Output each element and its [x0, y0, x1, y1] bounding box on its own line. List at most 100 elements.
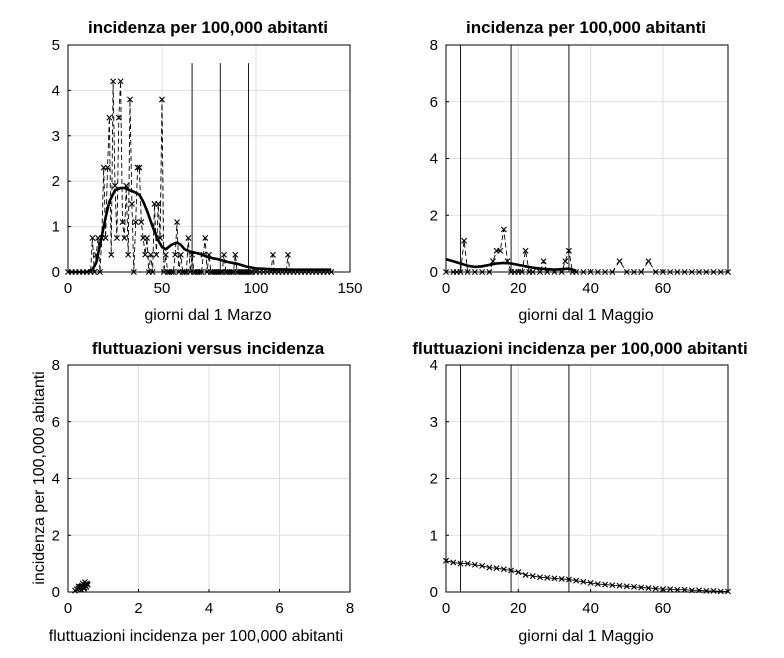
x-tick-label: 6	[275, 600, 283, 617]
x-tick-label: 60	[655, 280, 672, 297]
data-point-marker	[652, 585, 659, 592]
y-tick-label: 6	[52, 414, 60, 431]
data-point-marker	[138, 219, 145, 226]
data-point-marker	[119, 219, 126, 226]
data-point-marker	[102, 234, 109, 241]
y-tick-label: 0	[430, 584, 438, 601]
smoothed-series-line	[445, 257, 577, 272]
data-point-marker	[89, 234, 96, 241]
y-tick-label: 3	[52, 128, 60, 145]
data-point-marker	[500, 566, 507, 573]
data-point-marker	[162, 251, 169, 258]
data-point-marker	[522, 247, 529, 254]
data-point-marker	[106, 114, 113, 121]
x-tick-label: 2	[134, 600, 142, 617]
data-point-marker	[551, 575, 558, 582]
data-point-marker	[108, 251, 115, 258]
data-point-marker	[461, 237, 468, 244]
data-point-marker	[121, 234, 128, 241]
data-point-marker	[177, 251, 184, 258]
x-axis-label: fluttuazioni incidenza per 100,000 abita…	[49, 628, 343, 645]
data-point-marker	[143, 234, 150, 241]
x-tick-label: 40	[582, 600, 599, 617]
data-point-marker	[515, 569, 522, 576]
data-point-marker	[573, 577, 580, 584]
y-tick-label: 0	[52, 264, 60, 281]
x-tick-label: 20	[510, 600, 527, 617]
y-tick-label: 2	[52, 527, 60, 544]
data-point-marker	[284, 251, 291, 258]
data-point-marker	[522, 571, 529, 578]
data-point-marker	[500, 226, 507, 233]
data-point-marker	[457, 560, 464, 567]
data-point-marker	[565, 247, 572, 254]
smoothed-series-line	[68, 186, 332, 274]
data-point-marker	[115, 114, 122, 121]
data-point-marker	[125, 251, 132, 258]
y-tick-label: 4	[430, 357, 438, 374]
data-point-marker	[587, 579, 594, 586]
data-point-marker	[493, 565, 500, 572]
data-point-marker	[269, 251, 276, 258]
data-point-marker	[172, 251, 179, 258]
data-point-marker	[602, 581, 609, 588]
data-point-marker	[174, 219, 181, 226]
x-tick-label: 4	[205, 600, 213, 617]
data-point-marker	[479, 562, 486, 569]
x-axis-label: giorni dal 1 Marzo	[144, 307, 271, 324]
data-point-marker	[616, 258, 623, 265]
y-tick-label: 0	[430, 264, 438, 281]
x-axis-label: giorni dal 1 Maggio	[518, 307, 653, 324]
data-point-marker	[540, 258, 547, 265]
data-point-marker	[674, 586, 681, 593]
data-point-marker	[110, 78, 117, 85]
x-tick-label: 0	[442, 280, 450, 297]
panel-title: fluttuazioni versus incidenza	[92, 339, 325, 358]
data-point-marker	[471, 561, 478, 568]
y-tick-label: 6	[430, 94, 438, 111]
panel-bottom-right: fluttuazioni incidenza per 100,000 abita…	[412, 339, 747, 645]
x-axis-label: giorni dal 1 Maggio	[518, 628, 653, 645]
data-point-marker	[134, 164, 141, 171]
x-tick-label: 100	[243, 280, 268, 297]
data-point-marker	[631, 583, 637, 590]
data-point-marker	[616, 582, 623, 589]
data-point-marker	[497, 247, 504, 254]
data-point-marker	[232, 251, 239, 258]
data-point-marker	[128, 200, 135, 207]
panel-top-right: incidenza per 100,000 abitanti giorni da…	[430, 18, 731, 324]
panel-bottom-left: fluttuazioni versus incidenza fluttuazio…	[31, 339, 354, 645]
data-point-marker	[623, 583, 630, 590]
data-point-marker	[75, 583, 82, 590]
y-tick-label: 8	[52, 357, 60, 374]
panel-top-left: incidenza per 100,000 abitanti giorni da…	[52, 18, 363, 324]
panel-title: incidenza per 100,000 abitanti	[88, 18, 328, 37]
data-point-marker	[104, 164, 111, 171]
y-tick-label: 8	[430, 37, 438, 54]
y-tick-label: 4	[430, 151, 438, 168]
data-point-marker	[562, 258, 569, 265]
data-point-marker	[703, 587, 710, 594]
data-point-marker	[717, 588, 724, 595]
data-point-marker	[142, 251, 149, 258]
series-line	[68, 81, 332, 273]
x-tick-label: 0	[442, 600, 450, 617]
data-point-marker	[645, 258, 652, 265]
data-point-marker	[464, 560, 471, 567]
y-tick-label: 4	[52, 471, 60, 488]
data-point-marker	[147, 251, 154, 258]
y-axis-label: incidenza per 100,000 abitanti	[31, 371, 48, 585]
data-point-marker	[508, 567, 515, 574]
data-point-marker	[486, 564, 493, 571]
data-point-marker	[84, 581, 91, 588]
data-point-marker	[159, 96, 165, 103]
data-point-marker	[117, 78, 124, 85]
x-tick-label: 0	[64, 600, 72, 617]
data-point-marker	[594, 581, 601, 588]
data-point-marker	[609, 582, 616, 589]
x-tick-label: 8	[346, 600, 354, 617]
data-point-marker	[113, 234, 120, 241]
data-point-marker	[450, 559, 457, 566]
axes-frame	[67, 44, 351, 273]
